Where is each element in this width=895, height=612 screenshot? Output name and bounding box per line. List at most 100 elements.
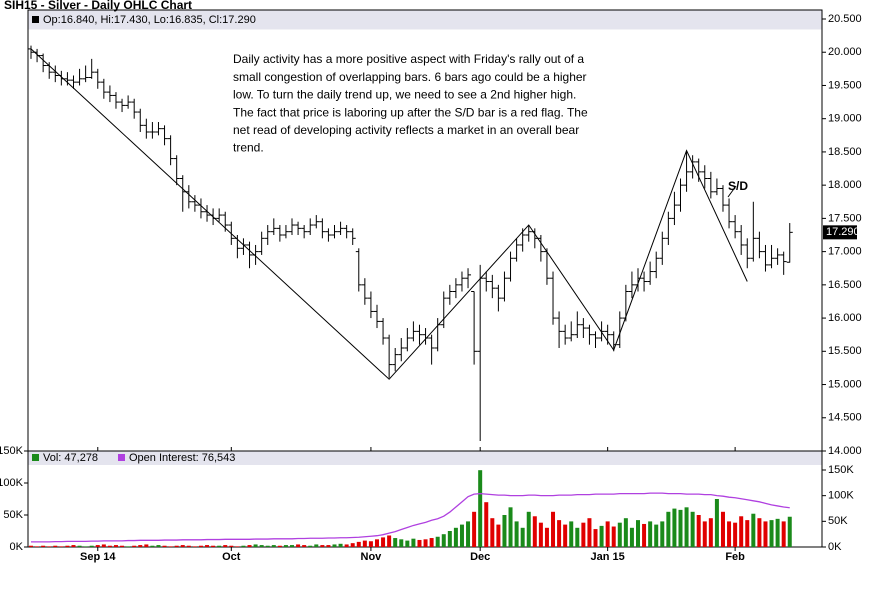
volume-bar [174, 545, 179, 547]
volume-bar [59, 546, 64, 547]
volume-bar [29, 545, 33, 547]
volume-bar [435, 536, 440, 547]
sd-pointer [727, 185, 737, 198]
volume-bar [769, 520, 774, 547]
y-tick-label: 20.500 [828, 13, 862, 25]
volume-bar [411, 538, 416, 547]
y-tick-label: 17.500 [828, 212, 862, 224]
volume-bar [205, 545, 210, 547]
legend-swatch [118, 454, 125, 461]
volume-bar [599, 525, 604, 547]
volume-bar [387, 535, 392, 547]
volume-bar [162, 545, 167, 547]
y-tick-label: 100K [0, 477, 24, 489]
ohlc-label: Op:16.840, Hi:17.430, Lo:16.835, Cl:17.2… [43, 14, 256, 26]
volume-bar [138, 545, 143, 547]
legend-volume: Vol: 47,278 [43, 452, 98, 464]
volume-bar [763, 521, 768, 547]
volume-bar [192, 546, 197, 547]
volume-bar [581, 522, 586, 547]
y2-tick-label: 0K [828, 541, 842, 553]
volume-bar [35, 546, 40, 547]
y-tick-label: 14.500 [828, 412, 862, 424]
annotation-line: small congestion of overlapping bars. 6 … [233, 70, 587, 84]
volume-bar [605, 521, 610, 547]
volume-bar [235, 546, 240, 547]
volume-bar [441, 534, 446, 547]
legend-swatch [32, 16, 39, 23]
volume-bar [423, 539, 428, 547]
y-tick-label: 19.500 [828, 79, 862, 91]
x-tick-label: Nov [361, 551, 383, 563]
chart-title: SIH15 - Silver - Daily OHLC Chart [4, 0, 192, 12]
volume-bar [642, 523, 647, 547]
y-tick-label: 16.500 [828, 279, 862, 291]
x-tick-label: Sep 14 [80, 551, 116, 563]
volume-bar [168, 546, 173, 547]
y-tick-label: 18.500 [828, 146, 862, 158]
volume-bar [344, 544, 349, 547]
volume-bar [775, 518, 780, 547]
y-tick-label: 14.000 [828, 445, 862, 457]
volume-bar [538, 522, 543, 547]
volume-bar [71, 545, 76, 547]
volume-bar [277, 545, 282, 547]
volume-bar [393, 538, 398, 547]
volume-bar [399, 539, 404, 547]
x-tick-label: Feb [725, 551, 745, 563]
volume-bar [696, 515, 701, 547]
annotation-line: low. To turn the daily trend up, we need… [233, 88, 576, 102]
y-tick-label: 15.500 [828, 345, 862, 357]
volume-bar [751, 513, 756, 547]
volume-bar [472, 511, 477, 547]
last-price-label: 17.290 [826, 226, 860, 238]
volume-bar [690, 511, 695, 547]
trendline [30, 48, 748, 380]
volume-bar [660, 521, 665, 547]
open-interest-line [31, 492, 790, 543]
y2-tick-label: 50K [828, 515, 848, 527]
legend-open-interest: Open Interest: 76,543 [129, 452, 235, 464]
volume-bar [453, 527, 458, 547]
volume-bar [374, 539, 379, 547]
volume-bar [708, 518, 713, 547]
annotation-line: The fact that price is laboring up after… [233, 105, 588, 119]
y-tick-label: 17.000 [828, 246, 862, 258]
volume-bar [702, 521, 707, 547]
volume-bar [417, 539, 422, 547]
volume-bar [381, 537, 386, 547]
volume-bar [241, 545, 246, 547]
volume-bar [787, 516, 792, 547]
volume-bar [271, 545, 276, 547]
volume-bar [648, 521, 653, 547]
volume-bar [132, 545, 137, 547]
volume-bar [557, 520, 562, 547]
volume-bar [745, 520, 750, 547]
volume-bar [459, 524, 464, 547]
volume-bar [781, 521, 786, 547]
y-tick-label: 20.000 [828, 46, 862, 58]
volume-bar [544, 527, 549, 547]
volume-bar [283, 545, 288, 547]
y-tick-label: 18.000 [828, 179, 862, 191]
volume-bar [629, 527, 634, 547]
volume-bar [198, 545, 203, 547]
volume-bar [95, 545, 100, 547]
volume-bar [362, 540, 367, 547]
volume-bar [368, 541, 373, 547]
volume-bar [623, 518, 628, 547]
volume-bar [253, 544, 258, 547]
y2-tick-label: 100K [828, 490, 854, 502]
volume-bar [180, 545, 185, 547]
volume-bar [229, 545, 234, 547]
volume-bar [757, 518, 762, 547]
y-tick-label: 15.000 [828, 378, 862, 390]
volume-bar [332, 544, 337, 547]
y-tick-label: 16.000 [828, 312, 862, 324]
y-tick-label: 0K [10, 541, 24, 553]
x-tick-label: Oct [222, 551, 241, 563]
volume-bar [502, 515, 507, 547]
volume-bar [666, 511, 671, 547]
